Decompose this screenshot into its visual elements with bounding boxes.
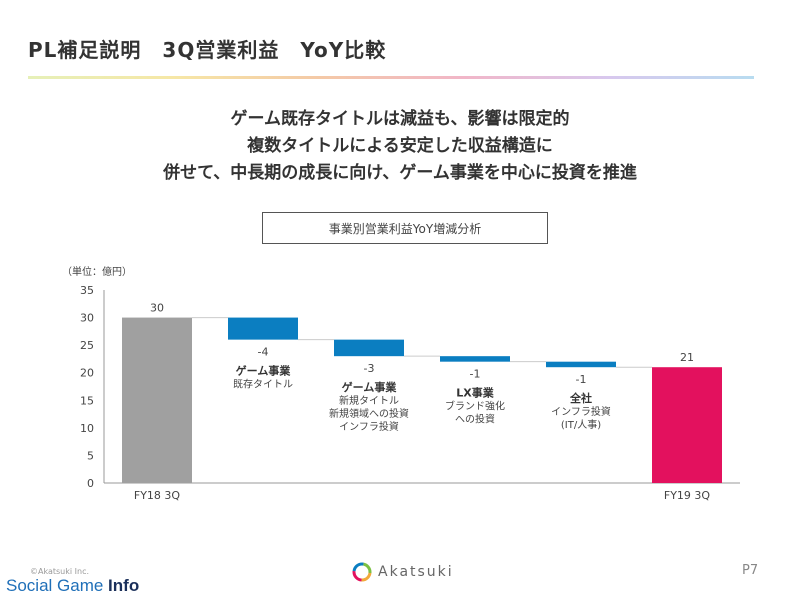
data-label: 21 xyxy=(680,351,694,364)
page-number: P7 xyxy=(742,563,759,578)
headline-line-1: ゲーム既存タイトルは減益も、影響は限定的 xyxy=(230,109,570,129)
data-label: -1 xyxy=(470,368,481,381)
waterfall-bar xyxy=(652,367,722,483)
data-label: 30 xyxy=(150,302,164,315)
annotation-title: ゲーム事業 xyxy=(342,380,398,394)
chart-caption-box: 事業別営業利益YoY増減分析 xyxy=(262,212,548,244)
annotation-desc: 新規タイトル xyxy=(339,394,399,407)
unit-label: （単位：億円） xyxy=(62,267,132,278)
data-label: -4 xyxy=(258,346,269,359)
annotation-desc: への投資 xyxy=(455,413,495,426)
logo-icon xyxy=(352,562,372,582)
copyright: ©Akatsuki Inc. xyxy=(30,567,90,576)
watermark: Social Game Info xyxy=(6,576,139,596)
waterfall-bar xyxy=(122,317,192,483)
y-tick-label: 0 xyxy=(87,477,94,490)
company-logo: Akatsuki xyxy=(352,562,454,582)
annotation-desc: インフラ投資 xyxy=(551,405,611,418)
x-category-label: FY19 3Q xyxy=(664,489,711,502)
y-tick-label: 30 xyxy=(80,312,94,325)
rainbow-divider xyxy=(28,76,754,79)
waterfall-bar xyxy=(228,317,298,340)
page-title: PL補足説明 3Q営業利益 YoY比較 xyxy=(28,38,387,62)
watermark-text-a: Social Game xyxy=(6,576,109,595)
annotation-title: LX事業 xyxy=(456,386,494,400)
annotation-desc: 既存タイトル xyxy=(233,378,293,391)
waterfall-bar xyxy=(546,361,616,368)
headline: ゲーム既存タイトルは減益も、影響は限定的 複数タイトルによる安定した収益構造に … xyxy=(0,106,800,187)
y-tick-label: 5 xyxy=(87,449,94,462)
data-label: -3 xyxy=(364,362,375,375)
annotation-desc: インフラ投資 xyxy=(339,420,399,433)
annotation-desc: 新規領域への投資 xyxy=(329,407,409,420)
y-tick-label: 25 xyxy=(80,339,94,352)
logo-text: Akatsuki xyxy=(378,564,454,580)
annotation-desc: ブランド強化 xyxy=(445,400,505,413)
y-tick-label: 20 xyxy=(80,367,94,380)
x-category-label: FY18 3Q xyxy=(134,489,181,502)
watermark-text-b: Info xyxy=(108,576,140,595)
waterfall-bar xyxy=(334,339,404,357)
annotation-title: ゲーム事業 xyxy=(236,364,292,378)
headline-line-2: 複数タイトルによる安定した収益構造に xyxy=(247,136,553,156)
waterfall-bar xyxy=(440,356,510,362)
y-tick-label: 15 xyxy=(80,394,94,407)
data-label: -1 xyxy=(576,373,587,386)
headline-line-3: 併せて、中長期の成長に向け、ゲーム事業を中心に投資を推進 xyxy=(163,163,637,183)
y-tick-label: 35 xyxy=(80,284,94,297)
y-tick-label: 10 xyxy=(80,422,94,435)
annotation-title: 全社 xyxy=(569,391,592,405)
annotation-desc: (IT/人事) xyxy=(561,418,601,431)
